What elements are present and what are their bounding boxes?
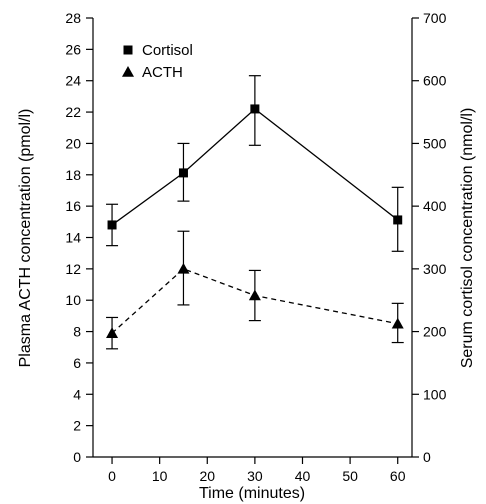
left-tick-label: 16 (65, 198, 81, 214)
right-tick-label: 600 (423, 73, 447, 89)
acth-point (177, 262, 190, 274)
x-tick-label: 20 (199, 468, 215, 484)
cortisol-point (178, 168, 188, 178)
cortisol-point (123, 45, 133, 55)
cortisol-series (106, 75, 404, 252)
x-tick-label: 60 (390, 468, 406, 484)
left-tick-label: 24 (65, 73, 81, 89)
right-tick-label: 100 (423, 386, 447, 402)
x-axis-title: Time (minutes) (199, 485, 305, 502)
y-axis-title: Plasma ACTH concentration (pmol/l) (17, 109, 34, 368)
legend: Cortisol ACTH (122, 42, 193, 81)
legend-label-acth: ACTH (142, 64, 183, 81)
series-group (106, 75, 404, 350)
acth-point (391, 317, 404, 329)
acth-line (111, 268, 398, 334)
left-tick-label: 12 (65, 261, 81, 277)
left-tick-label: 26 (65, 41, 81, 57)
left-tick-label: 2 (73, 418, 81, 434)
left-tick-label: 28 (65, 10, 81, 26)
cortisol-point (107, 220, 117, 230)
legend-label-cortisol: Cortisol (142, 42, 193, 59)
left-tick-label: 8 (73, 324, 81, 340)
right-tick-label: 300 (423, 261, 447, 277)
x-axis: 0 10 20 30 40 50 60 (93, 456, 412, 484)
right-tick-label: 700 (423, 10, 447, 26)
acth-point (122, 66, 134, 77)
left-tick-label: 14 (65, 230, 81, 246)
x-tick-label: 50 (342, 468, 358, 484)
left-tick-label: 6 (73, 355, 81, 371)
left-tick-label: 4 (73, 386, 81, 402)
right-tick-label: 200 (423, 324, 447, 340)
left-tick-label: 18 (65, 167, 81, 183)
cortisol-point (250, 104, 260, 114)
left-tick-label: 10 (65, 292, 81, 308)
right-tick-label: 400 (423, 198, 447, 214)
acth-point (248, 289, 261, 301)
x-tick-label: 0 (108, 468, 116, 484)
y2-axis-title: Serum cortisol concentration (nmol/l) (459, 108, 476, 369)
x-tick-label: 10 (152, 468, 168, 484)
cortisol-point (393, 215, 403, 225)
left-tick-label: 20 (65, 135, 81, 151)
right-tick-label: 0 (423, 449, 431, 465)
right-axis: 0 100 200 300 400 500 600 700 (411, 10, 447, 465)
left-tick-label: 22 (65, 104, 81, 120)
acth-point (106, 327, 119, 338)
acth-series (106, 230, 404, 350)
right-tick-label: 500 (423, 135, 447, 151)
x-tick-label: 40 (295, 468, 311, 484)
left-tick-label: 0 (73, 449, 81, 465)
x-tick-label: 30 (247, 468, 263, 484)
cortisol-line (111, 108, 399, 226)
